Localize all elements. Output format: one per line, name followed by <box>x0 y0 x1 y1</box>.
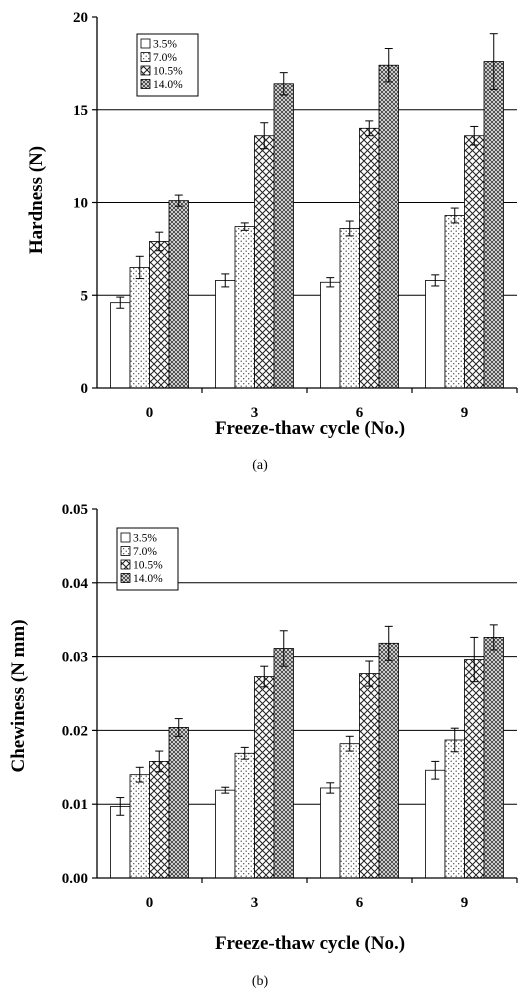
bar <box>129 774 150 879</box>
bar <box>273 648 294 879</box>
bar <box>215 280 236 389</box>
bar <box>234 752 255 879</box>
x-axis-label-b: Freeze-thaw cycle (No.) <box>215 933 405 954</box>
bar <box>234 226 255 389</box>
y-axis-label-b: Chewiness (N mm) <box>8 619 29 772</box>
plot-area-b: 0.00 0.01 0.02 0.03 0.04 0.05 0 3 6 9 3.5%7.0% 10.5… <box>62 502 518 911</box>
y-tick-label: 0.01 <box>62 797 88 813</box>
x-tick-label: 9 <box>461 405 469 421</box>
y-axis-label-a: Hardness (N) <box>26 146 47 254</box>
bar <box>425 280 446 389</box>
x-tick-label: 6 <box>356 895 364 911</box>
bar <box>254 676 275 879</box>
bar <box>149 241 170 389</box>
panel-caption-b: (b) <box>252 974 269 989</box>
panel-a: 0 5 10 15 20 0 3 6 9 3.5%7.0% 10.5%14.0% Hardness … <box>26 10 518 473</box>
y-tick-label: 0.05 <box>62 502 88 518</box>
y-tick-label: 20 <box>73 10 88 26</box>
legend-label: 3.5% <box>153 39 177 51</box>
bar <box>339 228 360 389</box>
bar <box>444 215 465 389</box>
bar <box>339 743 360 879</box>
x-tick-label: 9 <box>461 895 469 911</box>
bar <box>464 659 485 879</box>
panel-caption-a: (a) <box>252 458 268 473</box>
bar <box>273 83 294 389</box>
x-tick-label: 0 <box>146 895 154 911</box>
bar <box>254 135 275 389</box>
bar <box>110 806 131 879</box>
x-axis-label-a: Freeze-thaw cycle (No.) <box>215 418 405 439</box>
legend-label: 10.5% <box>153 66 183 78</box>
bar <box>378 642 399 879</box>
legend-label: 7.0% <box>133 546 157 558</box>
bar <box>168 200 189 389</box>
legend: 3.5%7.0% 10.5%14.0% <box>136 33 199 97</box>
bar <box>378 64 399 389</box>
y-tick-label: 0.00 <box>62 871 88 887</box>
legend-swatch <box>120 559 131 570</box>
plot-area-a: 0 5 10 15 20 0 3 6 9 3.5%7.0% 10.5%14.0% <box>73 10 518 421</box>
legend-swatch <box>140 38 151 49</box>
legend-label: 14.0% <box>133 573 163 585</box>
legend: 3.5%7.0% 10.5%14.0% <box>116 527 179 591</box>
legend-swatch <box>140 79 151 89</box>
bar <box>320 281 341 389</box>
bar <box>215 789 236 879</box>
x-tick-label: 0 <box>146 405 154 421</box>
legend-label: 14.0% <box>153 79 183 91</box>
panel-b: 0.00 0.01 0.02 0.03 0.04 0.05 0 3 6 9 3.5%7.0% 10.5… <box>8 502 518 989</box>
y-tick-label: 0.03 <box>62 650 88 666</box>
legend-swatch <box>140 52 151 62</box>
bar <box>483 61 504 389</box>
bar <box>444 739 465 879</box>
y-tick-label: 15 <box>73 103 88 119</box>
bar <box>359 127 380 389</box>
bar <box>110 302 131 389</box>
y-tick-label: 5 <box>81 288 89 304</box>
y-tick-label: 0.02 <box>62 723 88 739</box>
x-tick-label: 3 <box>251 405 259 421</box>
legend-label: 3.5% <box>133 533 157 545</box>
bar <box>149 760 170 879</box>
bar <box>129 267 150 389</box>
y-tick-label: 0 <box>81 381 89 397</box>
bar <box>483 637 504 879</box>
bar <box>359 673 380 879</box>
bar <box>464 135 485 389</box>
legend-label: 10.5% <box>133 560 163 572</box>
y-tick-label: 0.04 <box>62 576 89 592</box>
bar <box>320 787 341 879</box>
x-tick-label: 3 <box>251 895 259 911</box>
bar <box>425 769 446 879</box>
x-tick-label: 6 <box>356 405 364 421</box>
legend-label: 7.0% <box>153 52 177 64</box>
legend-swatch <box>120 532 131 543</box>
bar <box>168 727 189 879</box>
legend-swatch <box>140 65 151 76</box>
legend-swatch <box>120 546 131 556</box>
y-tick-label: 10 <box>73 196 88 212</box>
legend-swatch <box>120 573 131 583</box>
